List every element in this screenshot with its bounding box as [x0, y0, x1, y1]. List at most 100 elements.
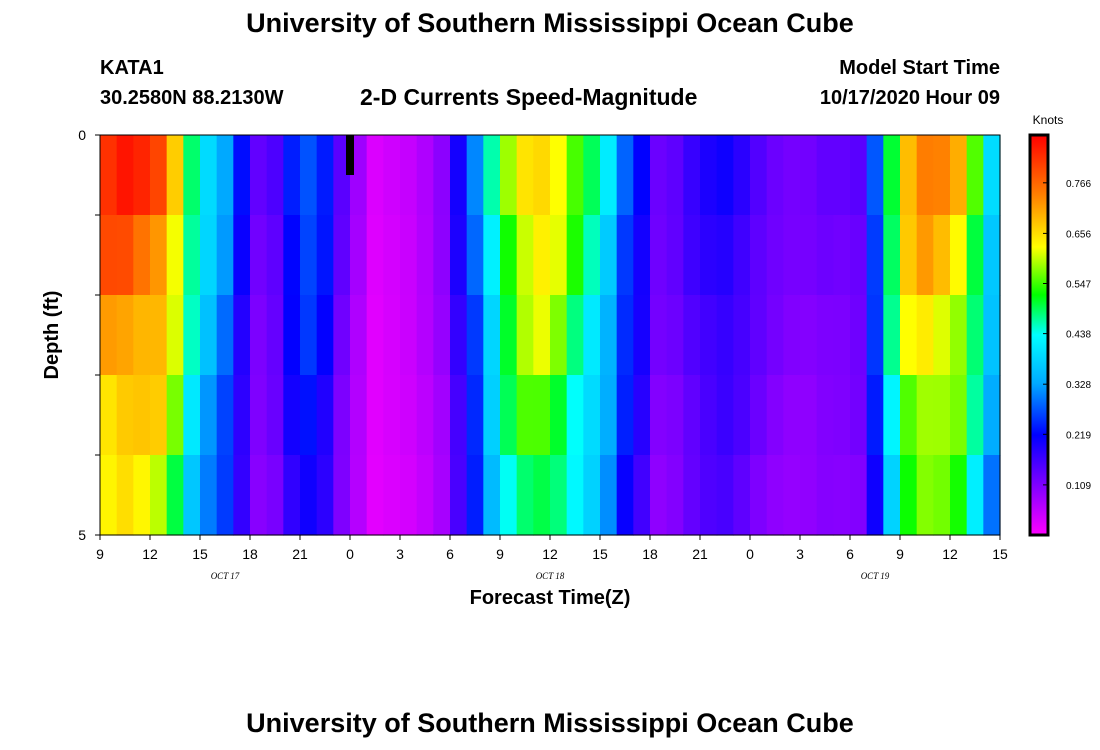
x-tick-label: 6: [446, 546, 454, 562]
heatmap-cell: [200, 455, 218, 536]
heatmap-cell: [133, 215, 151, 296]
heatmap-cell: [633, 295, 651, 376]
heatmap-cell: [650, 215, 668, 296]
heatmap-cell: [183, 135, 201, 216]
heatmap-cell: [166, 215, 184, 296]
heatmap-cell: [233, 375, 251, 456]
heatmap-cell: [916, 455, 934, 536]
heatmap-cell: [850, 215, 868, 296]
heatmap-cell: [583, 135, 601, 216]
heatmap-cell: [783, 135, 801, 216]
heatmap-cell: [566, 135, 584, 216]
heatmap-cell: [533, 455, 551, 536]
heatmap-cell: [633, 215, 651, 296]
date-label: OCT 17: [211, 571, 240, 581]
heatmap-cell: [450, 135, 468, 216]
heatmap-cell: [750, 135, 768, 216]
heatmap-cell: [983, 215, 1001, 296]
heatmap-cell: [633, 455, 651, 536]
heatmap-cell: [766, 135, 784, 216]
heatmap-cell: [833, 375, 851, 456]
heatmap-cell: [600, 215, 618, 296]
heatmap-cell: [316, 215, 334, 296]
heatmap-cell: [366, 215, 384, 296]
heatmap-cell: [666, 135, 684, 216]
heatmap-cell: [550, 215, 568, 296]
colorbar-unit-label: Knots: [1033, 113, 1064, 127]
heatmap-cell: [333, 375, 351, 456]
heatmap-cell: [833, 135, 851, 216]
heatmap-cell: [966, 295, 984, 376]
heatmap-cell: [983, 455, 1001, 536]
heatmap-cell: [816, 215, 834, 296]
x-tick-label: 12: [942, 546, 958, 562]
heatmap-cell: [466, 455, 484, 536]
heatmap-cell: [433, 215, 451, 296]
heatmap-cell: [183, 215, 201, 296]
heatmap-cell: [233, 215, 251, 296]
heatmap-cell: [900, 135, 918, 216]
heatmap-cell: [616, 455, 634, 536]
date-label: OCT 19: [861, 571, 890, 581]
colorbar-tick-label: 0.219: [1066, 430, 1091, 441]
y-tick-label: 5: [78, 527, 86, 543]
heatmap-cell: [666, 375, 684, 456]
heatmap-cell: [900, 295, 918, 376]
surface-marker-bar: [346, 135, 354, 175]
heatmap-cell: [716, 455, 734, 536]
heatmap-cell: [700, 455, 718, 536]
heatmap-cell: [950, 455, 968, 536]
heatmap-cell: [216, 215, 234, 296]
heatmap-cell: [600, 455, 618, 536]
heatmap-cell: [233, 135, 251, 216]
heatmap-cell: [316, 295, 334, 376]
heatmap-cell: [900, 375, 918, 456]
heatmap-cell: [733, 455, 751, 536]
heatmap-cell: [116, 135, 134, 216]
heatmap-cell: [933, 215, 951, 296]
heatmap-cell: [350, 375, 368, 456]
heatmap-cell: [483, 375, 501, 456]
heatmap-cell: [183, 375, 201, 456]
heatmap-cell: [950, 295, 968, 376]
heatmap-cell: [800, 375, 818, 456]
heatmap-cell: [550, 375, 568, 456]
x-tick-label: 6: [846, 546, 854, 562]
heatmap-cell: [866, 375, 884, 456]
heatmap-cell: [116, 455, 134, 536]
heatmap-cell: [800, 455, 818, 536]
x-tick-label: 9: [896, 546, 904, 562]
heatmap-cell: [266, 215, 284, 296]
heatmap-cell: [266, 295, 284, 376]
heatmap-cell: [450, 455, 468, 536]
heatmap-cell: [550, 455, 568, 536]
colorbar-tick-label: 0.656: [1066, 229, 1091, 240]
heatmap-cell: [200, 295, 218, 376]
heatmap-cell: [650, 375, 668, 456]
heatmap-cell: [283, 375, 301, 456]
heatmap-cell: [250, 455, 268, 536]
heatmap-cell: [433, 135, 451, 216]
heatmap-cell: [866, 455, 884, 536]
x-tick-label: 12: [542, 546, 558, 562]
x-axis-label: Forecast Time(Z): [470, 587, 631, 609]
heatmap-cell: [533, 135, 551, 216]
heatmap-cell: [616, 135, 634, 216]
heatmap-cell: [633, 135, 651, 216]
heatmap-cell: [333, 455, 351, 536]
heatmap-cell: [750, 455, 768, 536]
heatmap-cell: [916, 375, 934, 456]
heatmap-cell: [500, 215, 518, 296]
heatmap-cell: [300, 455, 318, 536]
heatmap-cell: [733, 135, 751, 216]
heatmap-cell: [916, 135, 934, 216]
heatmap-cell: [650, 295, 668, 376]
heatmap-cell: [733, 215, 751, 296]
heatmap-cell: [500, 295, 518, 376]
heatmap-cell: [283, 215, 301, 296]
heatmap-cell: [850, 375, 868, 456]
heatmap-cell: [450, 375, 468, 456]
heatmap-cell: [433, 455, 451, 536]
heatmap-cell: [600, 375, 618, 456]
